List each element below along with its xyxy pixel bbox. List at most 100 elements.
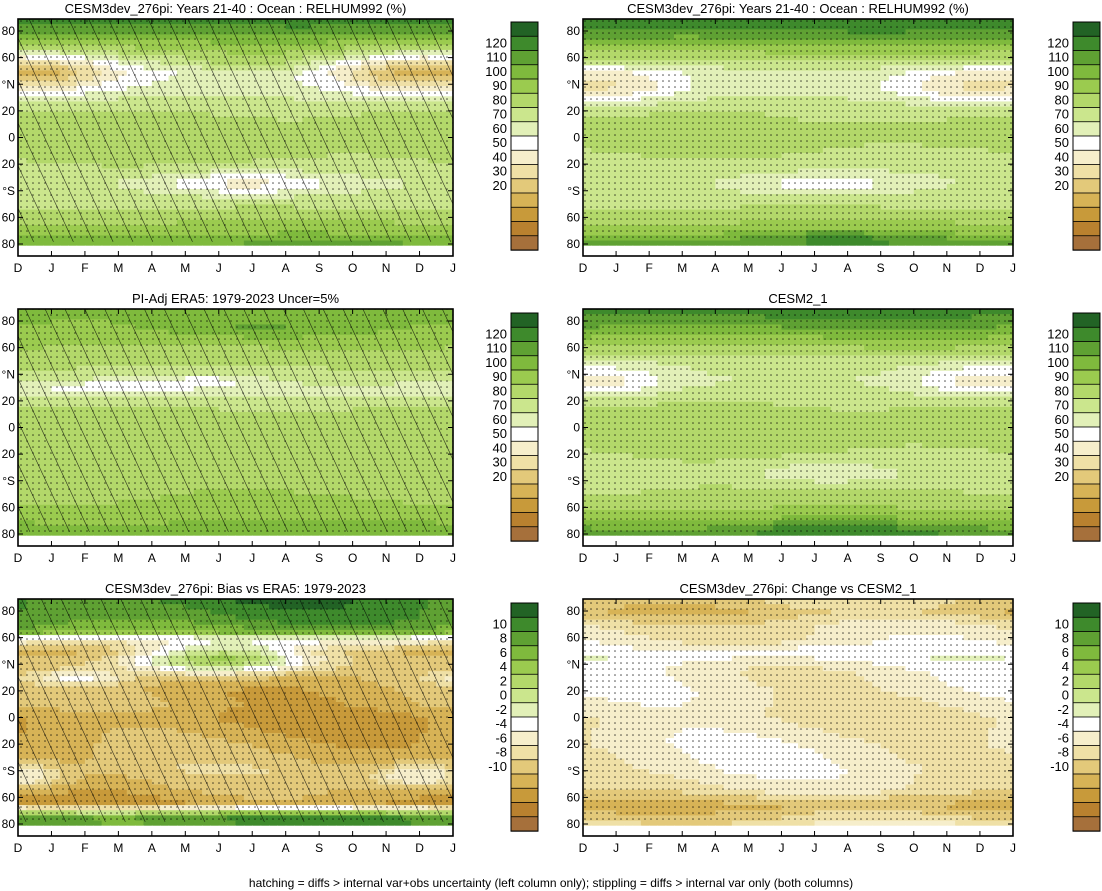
heatmap-cell: [84, 250, 94, 257]
x-tick-label: D: [579, 261, 588, 275]
heatmap-cell: [971, 245, 981, 252]
heatmap-cell: [151, 250, 161, 257]
y-tick-label: 80: [2, 24, 16, 38]
heatmap-cell: [218, 245, 228, 252]
heatmap-cell: [118, 245, 128, 252]
colorbar-swatch: [1072, 92, 1101, 109]
colorbar-swatch: [510, 107, 539, 123]
heatmap-cell: [419, 240, 429, 247]
heatmap-cell: [723, 245, 733, 252]
heatmap-cell: [126, 245, 136, 252]
heatmap-cell: [436, 245, 446, 252]
heatmap-cell: [855, 245, 865, 252]
y-tick-label: 80: [567, 24, 581, 38]
heatmap-cell: [43, 240, 53, 247]
heatmap-cell: [51, 250, 61, 257]
y-tick-label: 20: [2, 104, 16, 118]
colorbar-label: 20: [1055, 178, 1069, 193]
heatmap-cell: [126, 240, 136, 247]
heatmap-cell: [352, 245, 362, 252]
colorbar-swatch: [1072, 107, 1101, 123]
heatmap-cell: [26, 250, 36, 257]
heatmap-cell: [360, 240, 370, 247]
heatmap-cell: [657, 245, 667, 252]
heatmap-cell: [591, 245, 601, 252]
colorbar-swatch: [1072, 78, 1101, 94]
heatmap-cell: [773, 245, 783, 252]
heatmap-cell: [839, 245, 849, 252]
heatmap-cell: [930, 245, 940, 252]
heatmap-cell: [444, 250, 454, 257]
heatmap-cell: [344, 240, 354, 247]
heatmap-cell: [377, 240, 387, 247]
heatmap-cell: [176, 245, 186, 252]
heatmap-cell: [202, 240, 212, 247]
heatmap-cell: [386, 245, 396, 252]
heatmap-cell: [252, 240, 262, 247]
x-tick-label: F: [645, 261, 652, 275]
heatmap-cell: [76, 250, 86, 257]
heatmap-cell: [740, 245, 749, 252]
heatmap-cell: [93, 250, 103, 257]
heatmap-cell: [847, 245, 857, 252]
heatmap-cell: [946, 245, 956, 252]
heatmap-cell: [344, 245, 354, 252]
heatmap-cell: [26, 245, 36, 252]
heatmap-cell: [402, 250, 412, 257]
y-tick-label: °N: [567, 77, 580, 91]
colorbar-label: 60: [493, 121, 507, 136]
y-tick-label: °S: [2, 184, 15, 198]
heatmap-cell: [444, 240, 454, 247]
heatmap-cell: [34, 250, 44, 257]
heatmap-cell: [143, 250, 153, 257]
colorbar-label: 120: [1047, 35, 1069, 50]
heatmap-cell: [185, 250, 195, 257]
heatmap-cell: [690, 245, 700, 252]
heatmap-cell: [268, 240, 278, 247]
heatmap-cell: [84, 240, 94, 247]
heatmap-cell: [864, 245, 874, 252]
heatmap-cell: [436, 240, 446, 247]
x-tick-label: S: [315, 261, 323, 275]
heatmap-cell: [110, 240, 119, 247]
heatmap-cell: [781, 245, 791, 252]
heatmap-cell: [335, 245, 345, 252]
heatmap-cell: [310, 245, 320, 252]
heatmap-cell: [444, 245, 454, 252]
heatmap-cell: [938, 245, 948, 252]
colorbar-swatch: [510, 164, 539, 180]
x-tick-label: J: [216, 261, 222, 275]
y-tick-label: 20: [567, 157, 581, 171]
heatmap-cell: [302, 245, 312, 252]
x-tick-label: S: [877, 261, 885, 275]
colorbar-label: 40: [1055, 149, 1069, 164]
y-tick-label: 60: [567, 51, 581, 65]
heatmap-cell: [34, 240, 44, 247]
heatmap-cell: [193, 250, 203, 257]
colorbar-swatch: [1072, 221, 1101, 237]
y-tick-label: 60: [2, 51, 16, 65]
colorbar-label: 70: [493, 107, 507, 122]
heatmap-cell: [377, 250, 387, 257]
heatmap-cell: [715, 245, 725, 252]
heatmap-cell: [18, 240, 27, 247]
x-tick-label: J: [48, 261, 54, 275]
heatmap-cell: [227, 245, 237, 252]
heatmap-cell: [176, 250, 186, 257]
colorbar-label: 40: [493, 149, 507, 164]
heatmap-cell: [394, 250, 404, 257]
colorbar-label: 110: [486, 50, 507, 65]
heatmap-cell: [996, 245, 1006, 252]
heatmap-cell: [160, 250, 170, 257]
heatmap-cell: [135, 250, 145, 257]
x-tick-label: J: [1010, 261, 1016, 275]
x-tick-label: O: [909, 261, 918, 275]
y-tick-label: 60: [567, 210, 581, 224]
heatmap-cell: [218, 250, 228, 257]
heatmap-cell: [210, 250, 220, 257]
heatmap-cell: [202, 245, 212, 252]
heatmap-cell: [252, 250, 262, 257]
heatmap-cell: [411, 240, 421, 247]
heatmap-cell: [436, 250, 446, 257]
heatmap-cell: [344, 250, 354, 257]
